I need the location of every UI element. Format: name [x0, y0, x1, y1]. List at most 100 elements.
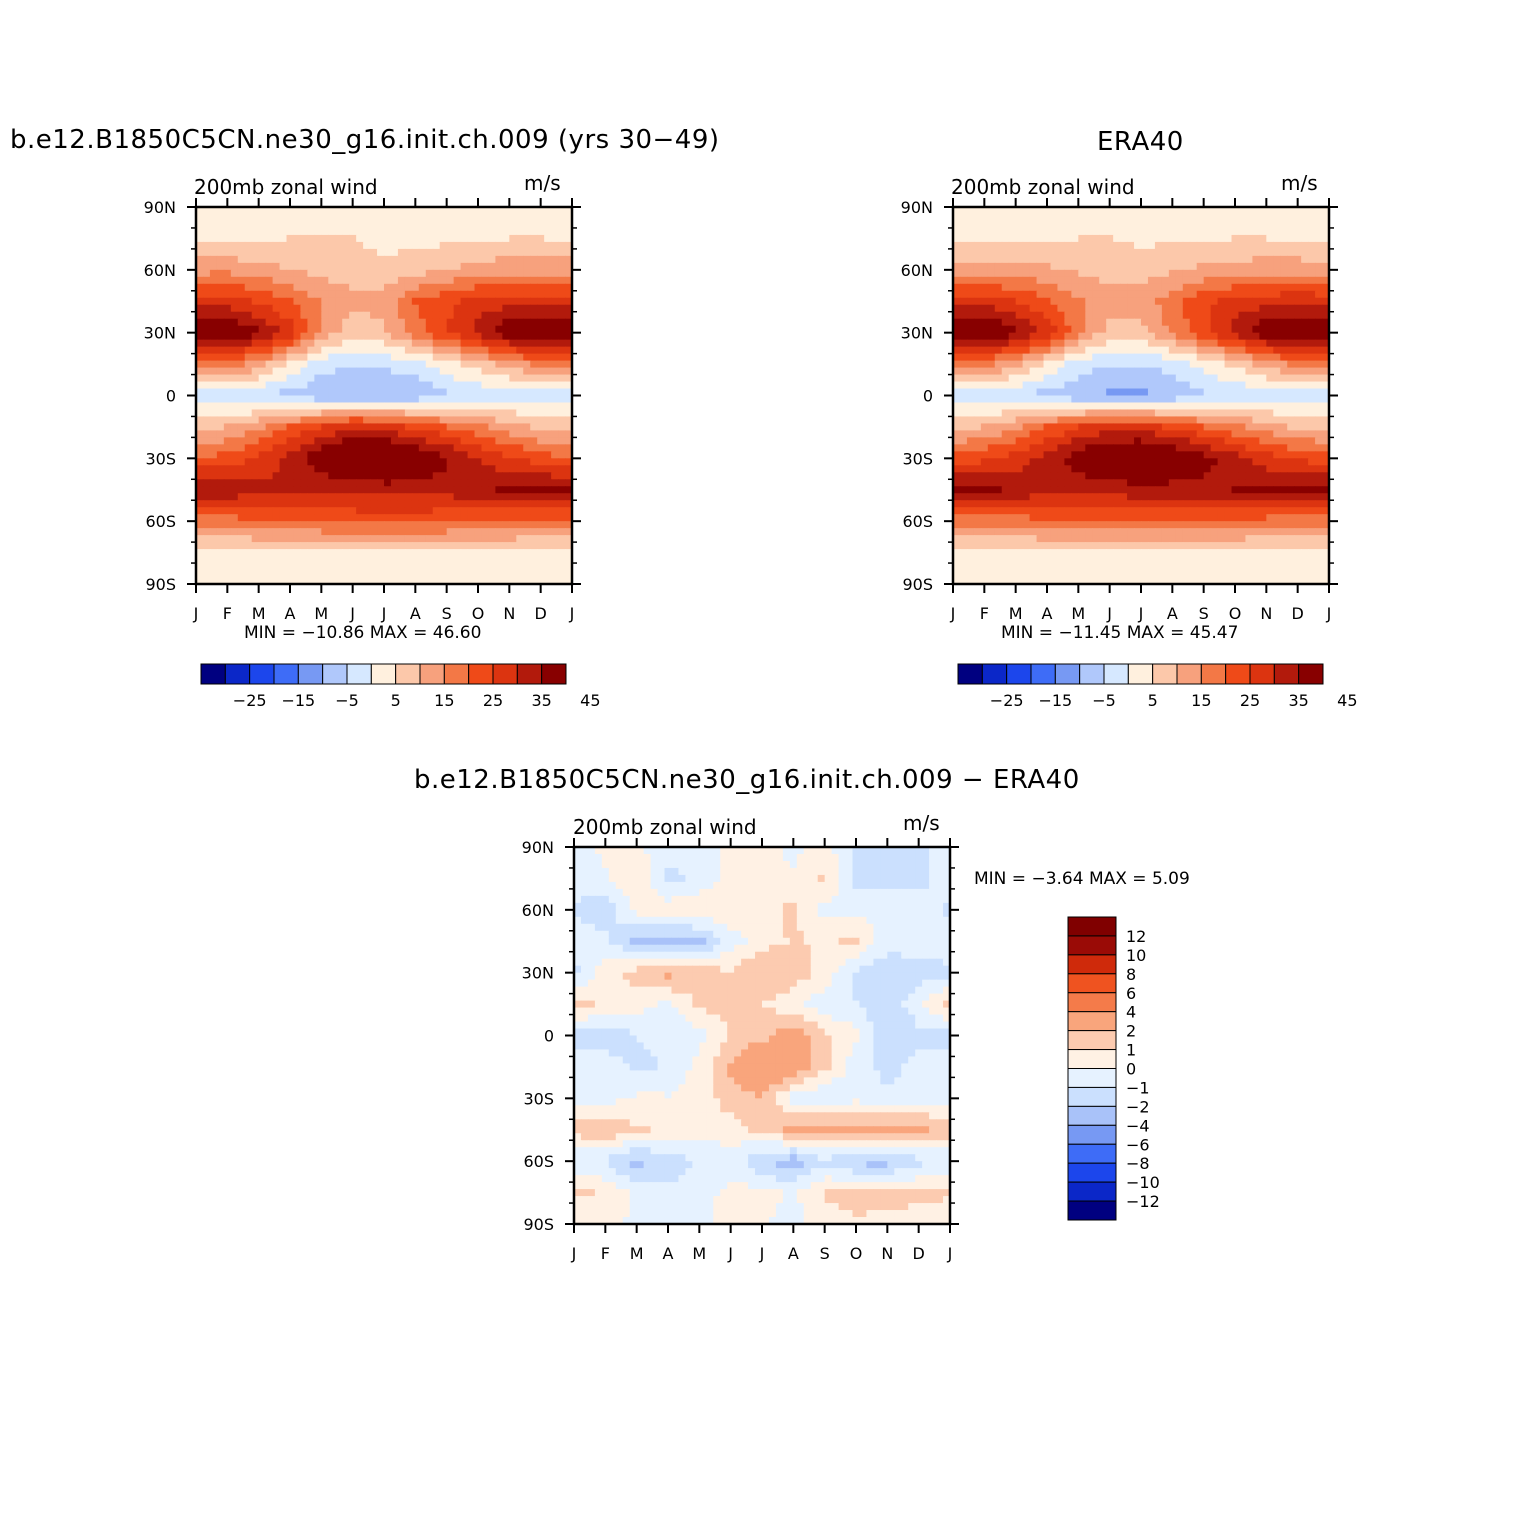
- model-heatmap-cell: [307, 409, 315, 418]
- obs-heatmap-cell: [980, 458, 989, 466]
- model-heatmap-cell: [314, 458, 322, 466]
- obs-heatmap-cell: [1141, 213, 1149, 222]
- obs-heatmap-cell: [1189, 325, 1198, 334]
- obs-heatmap-cell: [1147, 395, 1156, 404]
- model-heatmap-cell: [237, 500, 246, 508]
- model-x-tick-label: F: [223, 604, 232, 623]
- model-heatmap-cell: [251, 479, 260, 487]
- model-heatmap-cell: [349, 290, 357, 299]
- model-heatmap-cell: [390, 409, 399, 418]
- model-heatmap-cell: [397, 451, 406, 459]
- model-heatmap-cell: [390, 458, 399, 466]
- obs-heatmap-cell: [1127, 437, 1135, 445]
- model-heatmap-cell: [460, 444, 469, 452]
- model-heatmap-cell: [418, 227, 427, 236]
- obs-heatmap-cell: [1259, 388, 1267, 397]
- model-heatmap-cell: [544, 409, 552, 418]
- obs-heatmap-cell: [1113, 276, 1121, 285]
- model-heatmap-cell: [209, 276, 218, 285]
- model-heatmap-cell: [418, 507, 427, 515]
- obs-heatmap-cell: [994, 374, 1003, 383]
- model-heatmap-cell: [202, 311, 211, 320]
- obs-heatmap-cell: [1029, 234, 1038, 243]
- model-heatmap-cell: [272, 353, 281, 362]
- model-heatmap-cell: [321, 207, 329, 215]
- model-heatmap-cell: [251, 269, 260, 278]
- model-heatmap-cell: [342, 227, 350, 236]
- model-heatmap-cell: [453, 535, 462, 543]
- model-heatmap-cell: [279, 409, 288, 418]
- model-heatmap-cell: [342, 493, 350, 501]
- model-heatmap-cell: [418, 528, 427, 536]
- model-heatmap-cell: [223, 318, 232, 327]
- model-heatmap-cell: [307, 472, 315, 480]
- model-heatmap-cell: [502, 528, 510, 536]
- obs-heatmap-cell: [1203, 332, 1212, 341]
- model-heatmap-cell: [551, 500, 559, 508]
- model-heatmap-cell: [523, 332, 531, 341]
- model-heatmap-cell: [251, 388, 260, 397]
- model-heatmap-cell: [432, 409, 441, 418]
- model-heatmap-cell: [300, 570, 308, 578]
- obs-heatmap-cell: [1273, 402, 1281, 411]
- obs-heatmap-cell: [959, 311, 968, 320]
- model-heatmap-cell: [397, 437, 406, 445]
- model-heatmap-cell: [265, 311, 274, 320]
- model-heatmap-cell: [342, 542, 350, 550]
- model-heatmap-cell: [425, 325, 434, 334]
- model-heatmap-cell: [523, 535, 531, 543]
- model-heatmap-cell: [404, 325, 413, 334]
- obs-heatmap-cell: [1182, 444, 1191, 452]
- obs-heatmap-cell: [1001, 332, 1010, 341]
- model-heatmap-cell: [544, 542, 552, 550]
- obs-heatmap-cell: [1134, 220, 1142, 229]
- model-heatmap-cell: [509, 486, 517, 494]
- obs-heatmap-cell: [1036, 430, 1045, 438]
- model-heatmap-cell: [404, 521, 413, 529]
- model-heatmap-cell: [551, 549, 559, 557]
- model-heatmap-cell: [544, 290, 552, 299]
- model-heatmap-cell: [244, 346, 253, 355]
- model-heatmap-cell: [474, 556, 483, 564]
- model-heatmap-cell: [467, 374, 476, 383]
- model-heatmap-cell: [328, 486, 336, 494]
- model-heatmap-cell: [314, 367, 322, 376]
- obs-heatmap-cell: [1175, 297, 1184, 306]
- obs-heatmap-cell: [1141, 207, 1149, 215]
- model-heatmap-cell: [272, 563, 281, 571]
- model-heatmap-cell: [460, 570, 469, 578]
- obs-heatmap-cell: [1168, 255, 1177, 264]
- obs-heatmap-cell: [1315, 297, 1323, 306]
- obs-heatmap-cell: [1168, 220, 1177, 229]
- model-heatmap-cell: [397, 535, 406, 543]
- obs-heatmap-cell: [1057, 241, 1065, 250]
- obs-heatmap-cell: [1134, 318, 1142, 327]
- model-heatmap-cell: [293, 227, 302, 236]
- model-heatmap-cell: [404, 465, 413, 473]
- obs-heatmap-cell: [1127, 381, 1135, 390]
- obs-heatmap-cell: [1322, 395, 1330, 404]
- obs-heatmap-cell: [1196, 311, 1205, 320]
- obs-heatmap-cell: [1203, 346, 1212, 355]
- obs-heatmap-cell: [1134, 451, 1142, 459]
- obs-heatmap-cell: [1224, 207, 1233, 215]
- obs-heatmap-cell: [1141, 311, 1149, 320]
- obs-heatmap-cell: [1322, 346, 1330, 355]
- model-heatmap-cell: [293, 374, 302, 383]
- obs-heatmap-cell: [1127, 234, 1135, 243]
- model-heatmap-cell: [196, 213, 204, 222]
- model-heatmap-cell: [286, 444, 295, 452]
- obs-heatmap-cell: [1036, 346, 1045, 355]
- model-heatmap-cell: [446, 213, 455, 222]
- model-heatmap-cell: [418, 556, 427, 564]
- model-heatmap-cell: [265, 367, 274, 376]
- model-heatmap-cell: [300, 346, 308, 355]
- obs-heatmap-cell: [1085, 269, 1093, 278]
- obs-heatmap-cell: [1161, 416, 1170, 425]
- obs-heatmap-cell: [1203, 311, 1212, 320]
- model-heatmap-cell: [251, 577, 260, 585]
- model-heatmap-cell: [509, 416, 517, 425]
- model-heatmap-cell: [342, 563, 350, 571]
- obs-heatmap-cell: [1189, 444, 1198, 452]
- obs-heatmap-cell: [1280, 262, 1288, 271]
